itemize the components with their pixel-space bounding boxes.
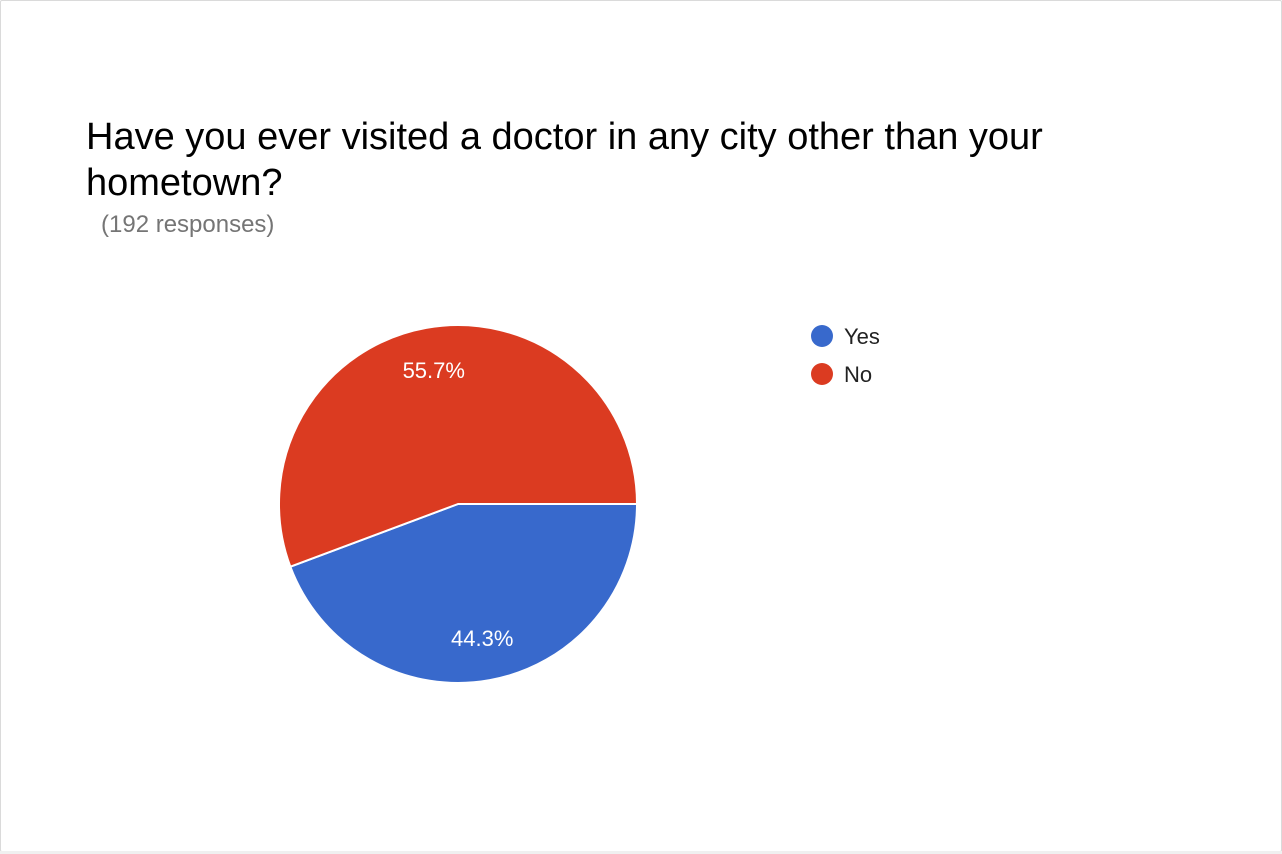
pie-labels: 44.3% 55.7% <box>403 358 514 651</box>
pie-slices <box>278 324 639 684</box>
legend-swatch-no <box>811 363 833 385</box>
legend-label-no: No <box>844 362 872 387</box>
response-count: (192 responses) <box>101 211 275 238</box>
chart-title: Have you ever visited a doctor in any ci… <box>86 116 1043 204</box>
pie-slice-yes <box>289 503 639 684</box>
slice-label-yes: 44.3% <box>451 626 513 651</box>
legend-swatch-yes <box>811 325 833 347</box>
pie-slice-no <box>278 324 639 569</box>
legend: Yes No <box>811 324 880 387</box>
legend-label-yes: Yes <box>844 324 880 349</box>
bottom-divider <box>0 851 1282 854</box>
slice-label-no: 55.7% <box>403 358 465 383</box>
